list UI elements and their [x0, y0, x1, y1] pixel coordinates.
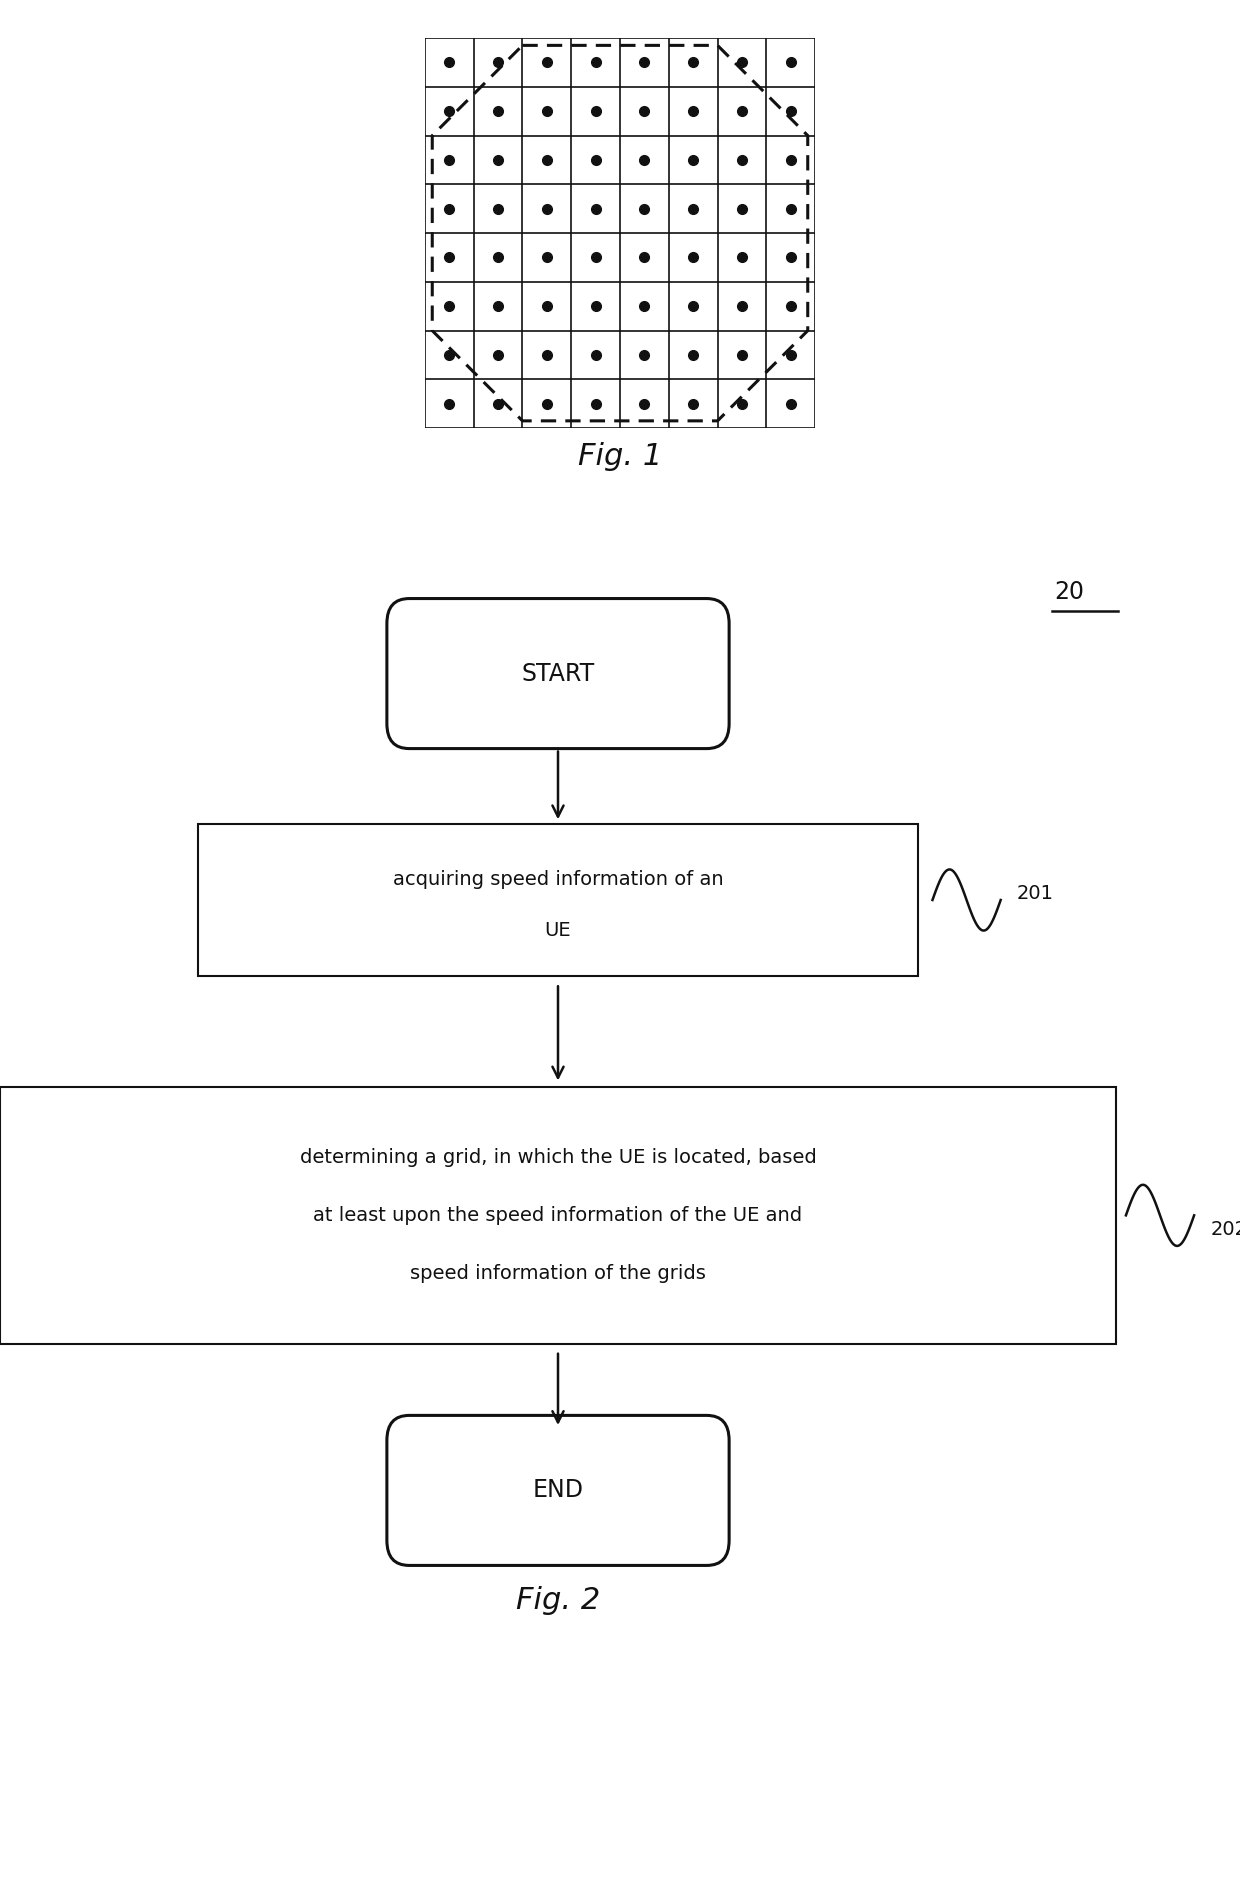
Text: 201: 201 [1017, 883, 1054, 902]
Bar [198, 824, 918, 976]
Text: START: START [521, 662, 595, 685]
Text: determining a grid, in which the UE is located, based: determining a grid, in which the UE is l… [300, 1148, 816, 1167]
FancyBboxPatch shape [387, 1416, 729, 1566]
Bar [0, 1087, 1116, 1344]
Text: UE: UE [544, 921, 572, 940]
Text: Fig. 2: Fig. 2 [516, 1585, 600, 1614]
FancyBboxPatch shape [387, 599, 729, 748]
Text: speed information of the grids: speed information of the grids [410, 1264, 706, 1283]
Text: 20: 20 [1054, 580, 1084, 603]
Text: END: END [532, 1479, 584, 1501]
Text: Fig. 1: Fig. 1 [578, 441, 662, 472]
Text: at least upon the speed information of the UE and: at least upon the speed information of t… [314, 1207, 802, 1226]
Text: acquiring speed information of an: acquiring speed information of an [393, 870, 723, 889]
Text: 202: 202 [1210, 1220, 1240, 1239]
